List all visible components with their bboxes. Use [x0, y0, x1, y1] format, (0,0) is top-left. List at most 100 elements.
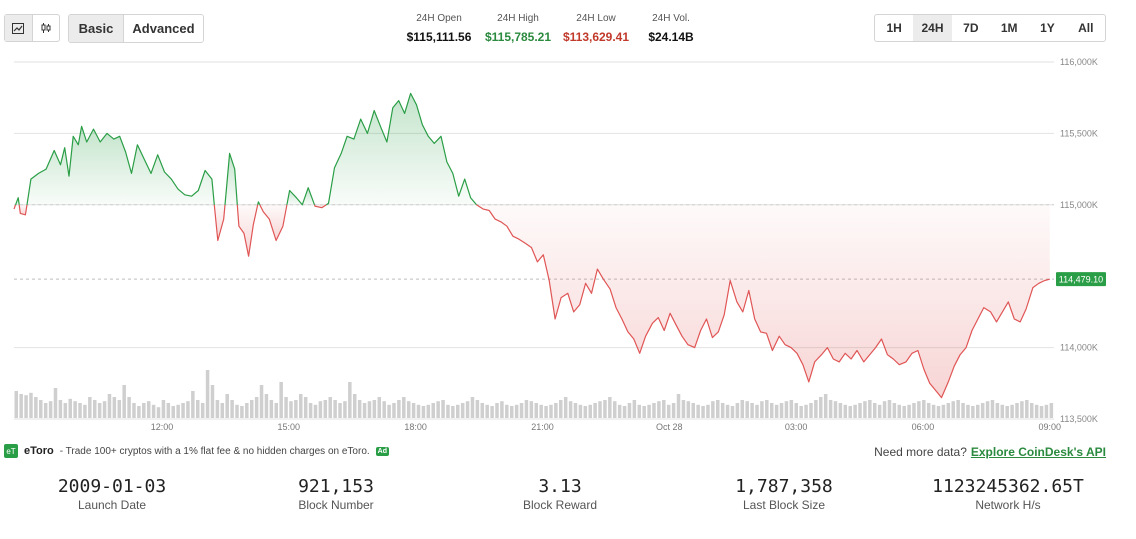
volume-bar: [333, 400, 337, 418]
volume-bar: [951, 401, 955, 418]
volume-bar: [1025, 400, 1029, 418]
volume-bar: [720, 403, 725, 418]
volume-bar: [215, 400, 220, 418]
chart-mode-toggle: Basic Advanced: [68, 14, 204, 43]
volume-bar: [956, 400, 960, 418]
candlestick-chart-button[interactable]: [31, 15, 60, 41]
candlestick-icon: [41, 23, 51, 33]
volume-bar: [39, 400, 43, 418]
volume-bar: [1005, 406, 1009, 418]
range-button[interactable]: 1H: [886, 21, 902, 35]
volume-bar: [166, 403, 171, 418]
volume-bar: [460, 403, 465, 418]
x-tick-label: Oct 28: [656, 422, 683, 432]
volume-bar: [318, 401, 323, 418]
basic-mode-button[interactable]: Basic: [69, 15, 124, 42]
chart-type-toggle: [4, 14, 60, 42]
network-stat: 3.13 Block Reward: [448, 476, 672, 512]
area-above-open: [286, 187, 315, 205]
volume-bar: [578, 404, 583, 418]
price-line-up: [286, 187, 316, 206]
volume-bar: [176, 404, 180, 418]
volume-bar: [544, 406, 548, 418]
explore-api-link[interactable]: Explore CoinDesk's API: [970, 445, 1106, 459]
volume-bar: [887, 400, 892, 418]
volume-bar: [63, 403, 68, 418]
volume-bar: [348, 382, 352, 418]
volume-bar: [946, 403, 951, 418]
volume-bar: [161, 400, 166, 418]
volume-bar: [1020, 401, 1024, 418]
network-stat-label: Launch Date: [77, 498, 147, 512]
volume-bar: [191, 391, 195, 418]
range-button[interactable]: 24H: [913, 15, 952, 41]
volume-bar: [686, 401, 691, 418]
volume-bar: [926, 403, 931, 418]
network-stat-value: 2009-01-03: [57, 476, 167, 497]
y-tick-label: 114,000K: [1060, 343, 1098, 353]
area-above-open: [326, 93, 477, 205]
volume-bar: [725, 404, 730, 418]
area-above-open: [225, 153, 238, 205]
volume-bar: [603, 400, 607, 418]
volume-bar: [907, 404, 911, 418]
network-stat-value: 1123245362.65T: [932, 476, 1084, 497]
network-stat: 1123245362.65T Network H/s: [896, 476, 1120, 512]
volume-bar: [362, 403, 367, 418]
volume-bar: [794, 403, 799, 418]
sponsored-ad[interactable]: eT eToro - Trade 100+ cryptos with a 1% …: [4, 441, 390, 461]
area-below-open: [237, 204, 258, 257]
price-line-down: [13, 204, 17, 210]
volume-bar: [274, 403, 279, 418]
volume-bar: [426, 404, 431, 418]
volume-bar: [92, 400, 97, 418]
volume-bar: [151, 404, 156, 418]
volume-bar: [1029, 403, 1034, 418]
volume-bar: [259, 385, 264, 418]
volume-bar: [588, 404, 592, 418]
volume-bar: [323, 400, 328, 418]
volume-bar: [676, 394, 681, 418]
volume-bar: [838, 403, 843, 418]
volume-bar: [249, 400, 254, 418]
stat-24h-label: 24H High: [497, 13, 539, 24]
volume-bar: [220, 403, 225, 418]
price-line-up: [325, 92, 477, 206]
y-tick-label: 116,000K: [1060, 57, 1098, 67]
volume-bar: [882, 401, 887, 418]
line-chart-button[interactable]: [5, 15, 32, 41]
range-button[interactable]: All: [1078, 21, 1094, 35]
volume-bar: [843, 404, 848, 418]
volume-bar: [573, 403, 578, 418]
volume-bar: [377, 397, 382, 418]
advanced-mode-button[interactable]: Advanced: [124, 15, 203, 42]
range-button[interactable]: 1Y: [1040, 21, 1055, 35]
volume-bar: [769, 403, 774, 418]
x-tick-label: 06:00: [912, 422, 935, 432]
volume-bar: [367, 401, 372, 418]
volume-bar: [171, 406, 175, 418]
volume-bar: [88, 397, 92, 418]
volume-bar: [29, 392, 33, 418]
volume-bar: [534, 403, 539, 418]
range-button[interactable]: 7D: [963, 21, 979, 35]
stat-24h-value: $115,111.56: [406, 30, 472, 44]
volume-bar: [833, 401, 838, 418]
stat-24h-value: $115,785.21: [484, 30, 552, 44]
volume-bar: [446, 404, 450, 418]
range-button[interactable]: 1M: [1000, 21, 1018, 35]
volume-bar: [657, 401, 661, 418]
more-data: Need more data? Explore CoinDesk's API: [874, 445, 1106, 459]
time-range-selector: 1H 24H 7D 1M 1Y All: [874, 14, 1106, 42]
volume-bar: [495, 403, 499, 418]
network-stat: 921,153 Block Number: [224, 476, 448, 512]
volume-bar: [343, 401, 347, 418]
volume-bar: [328, 397, 332, 418]
network-stat-label: Last Block Size: [742, 498, 826, 512]
volume-bar: [48, 401, 53, 418]
area-below-open: [314, 204, 327, 208]
volume-bar: [58, 400, 63, 418]
volume-bar: [441, 400, 445, 418]
volume-bar: [868, 400, 872, 418]
volume-bar: [500, 401, 504, 418]
